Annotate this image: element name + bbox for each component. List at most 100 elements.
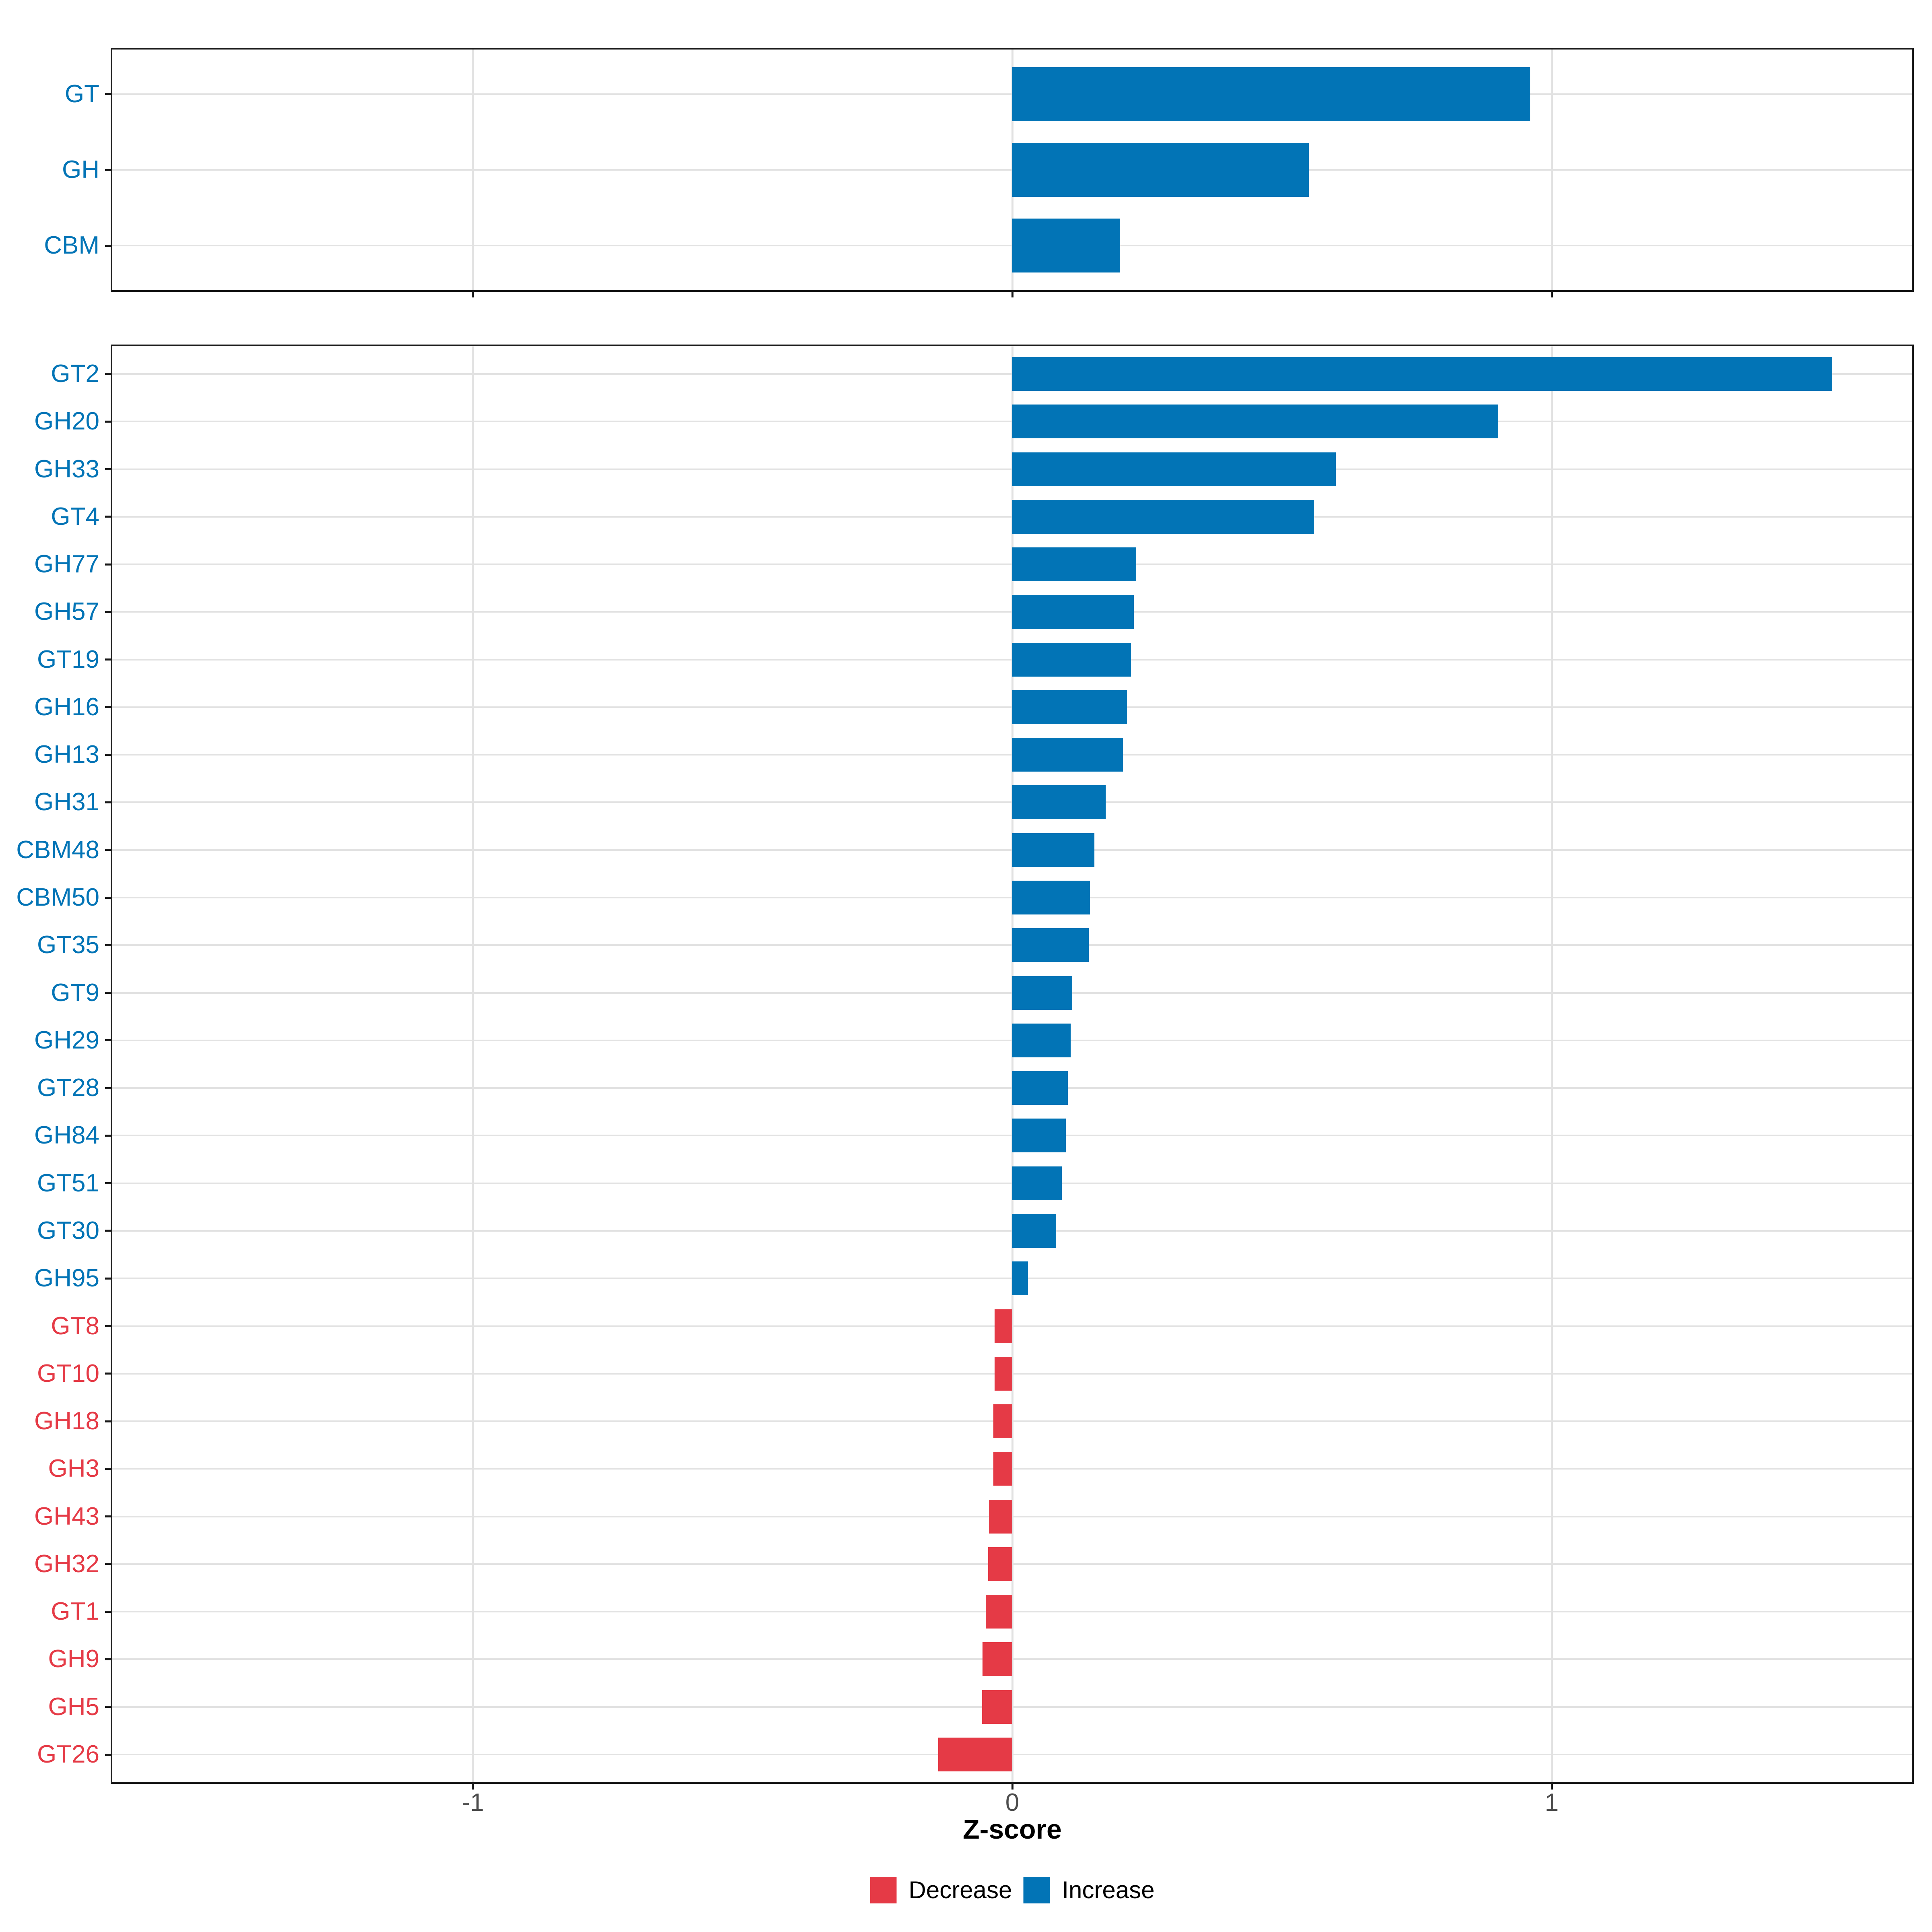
- gridline-row-GH3: [111, 1468, 1913, 1470]
- bar-GT: [1012, 67, 1530, 121]
- gridline-x-0: [1011, 345, 1013, 1783]
- gridline-row-GH5: [111, 1706, 1913, 1708]
- category-label-GH20: GH20: [34, 407, 99, 436]
- y-tick-GH84: [105, 1134, 111, 1137]
- bar-GH3: [993, 1452, 1012, 1486]
- legend-item-decrease: Decrease: [870, 1877, 1012, 1903]
- gridline-row-GT10: [111, 1373, 1913, 1375]
- category-label-CBM50: CBM50: [16, 883, 99, 912]
- x-axis-title: Z-score: [963, 1814, 1062, 1845]
- gridline-row-GH18: [111, 1420, 1913, 1422]
- x-tick-top--1: [472, 291, 474, 297]
- legend-item-increase: Increase: [1023, 1877, 1154, 1903]
- x-tick-bottom--1: [472, 1783, 474, 1790]
- category-label-GT26: GT26: [37, 1740, 99, 1769]
- y-tick-GH20: [105, 420, 111, 423]
- x-tick-label-0: 0: [1005, 1789, 1020, 1816]
- category-label-GH5: GH5: [48, 1693, 99, 1721]
- bar-GT4: [1012, 500, 1315, 534]
- y-tick-GT19: [105, 658, 111, 661]
- category-label-GH31: GH31: [34, 788, 99, 816]
- y-tick-CBM50: [105, 896, 111, 899]
- bar-GH32: [988, 1547, 1012, 1581]
- y-tick-GT: [105, 93, 111, 95]
- category-label-GT30: GT30: [37, 1216, 99, 1245]
- y-tick-GH95: [105, 1277, 111, 1280]
- category-label-GT51: GT51: [37, 1169, 99, 1197]
- category-label-GT8: GT8: [51, 1312, 99, 1340]
- category-label-GT: GT: [64, 80, 99, 108]
- bar-GH13: [1012, 738, 1123, 772]
- category-label-GH77: GH77: [34, 550, 99, 578]
- category-label-CBM48: CBM48: [16, 836, 99, 864]
- bar-GH84: [1012, 1119, 1066, 1152]
- category-label-GT35: GT35: [37, 931, 99, 959]
- x-tick-bottom-1: [1550, 1783, 1553, 1790]
- legend: Decrease Increase: [865, 1877, 1160, 1903]
- bar-GT51: [1012, 1166, 1062, 1200]
- y-tick-GH32: [105, 1563, 111, 1565]
- legend-swatch-increase: [1023, 1877, 1050, 1903]
- category-label-GH43: GH43: [34, 1502, 99, 1530]
- bar-CBM: [1012, 219, 1121, 272]
- category-label-GH18: GH18: [34, 1407, 99, 1435]
- bar-GH95: [1012, 1261, 1028, 1295]
- bar-GH18: [993, 1404, 1012, 1438]
- category-label-GH3: GH3: [48, 1455, 99, 1483]
- bar-GH16: [1012, 690, 1127, 724]
- category-label-GH: GH: [62, 156, 99, 184]
- bar-GH43: [989, 1500, 1012, 1534]
- y-tick-GT35: [105, 944, 111, 946]
- category-label-GH33: GH33: [34, 455, 99, 483]
- bar-GH29: [1012, 1024, 1071, 1057]
- category-label-GT19: GT19: [37, 645, 99, 673]
- bar-GH57: [1012, 595, 1134, 629]
- bar-GH20: [1012, 405, 1498, 438]
- category-label-GH16: GH16: [34, 693, 99, 721]
- category-label-GT2: GT2: [51, 359, 99, 388]
- gridline-row-GH43: [111, 1515, 1913, 1517]
- bar-GT35: [1012, 928, 1089, 962]
- gridline-row-GT26: [111, 1754, 1913, 1756]
- bar-GH31: [1012, 785, 1106, 819]
- bar-CBM50: [1012, 881, 1090, 914]
- gridline-row-GH32: [111, 1563, 1913, 1565]
- bar-GT2: [1012, 357, 1832, 391]
- legend-label-decrease: Decrease: [908, 1876, 1012, 1903]
- category-label-GT28: GT28: [37, 1074, 99, 1102]
- bar-GT30: [1012, 1214, 1056, 1248]
- x-tick-label--1: -1: [462, 1789, 484, 1816]
- category-label-GH13: GH13: [34, 741, 99, 769]
- y-tick-GH9: [105, 1658, 111, 1660]
- gridline-row-GH9: [111, 1658, 1913, 1660]
- bar-GT9: [1012, 976, 1072, 1010]
- y-tick-GH43: [105, 1515, 111, 1518]
- bar-GT8: [994, 1309, 1012, 1343]
- bar-GH5: [982, 1690, 1012, 1724]
- y-tick-CBM: [105, 244, 111, 247]
- bar-GH77: [1012, 547, 1137, 581]
- category-label-GH9: GH9: [48, 1645, 99, 1673]
- y-tick-GH16: [105, 706, 111, 708]
- x-tick-top-0: [1011, 291, 1013, 297]
- x-tick-label-1: 1: [1544, 1789, 1559, 1816]
- gridline-x-1: [1550, 345, 1553, 1783]
- bar-GT10: [994, 1357, 1012, 1391]
- y-tick-GH5: [105, 1706, 111, 1708]
- bar-GT1: [986, 1595, 1012, 1629]
- y-tick-GH3: [105, 1468, 111, 1470]
- category-label-CBM: CBM: [44, 231, 99, 260]
- y-tick-GT1: [105, 1610, 111, 1613]
- category-label-GH84: GH84: [34, 1121, 99, 1150]
- y-tick-GH13: [105, 753, 111, 756]
- bar-GT28: [1012, 1071, 1068, 1105]
- y-tick-GH77: [105, 563, 111, 566]
- y-tick-GT51: [105, 1182, 111, 1185]
- y-tick-GT8: [105, 1325, 111, 1327]
- y-tick-CBM48: [105, 849, 111, 851]
- category-label-GH32: GH32: [34, 1550, 99, 1578]
- y-tick-GT2: [105, 373, 111, 375]
- y-tick-GH57: [105, 611, 111, 613]
- y-tick-GH29: [105, 1039, 111, 1042]
